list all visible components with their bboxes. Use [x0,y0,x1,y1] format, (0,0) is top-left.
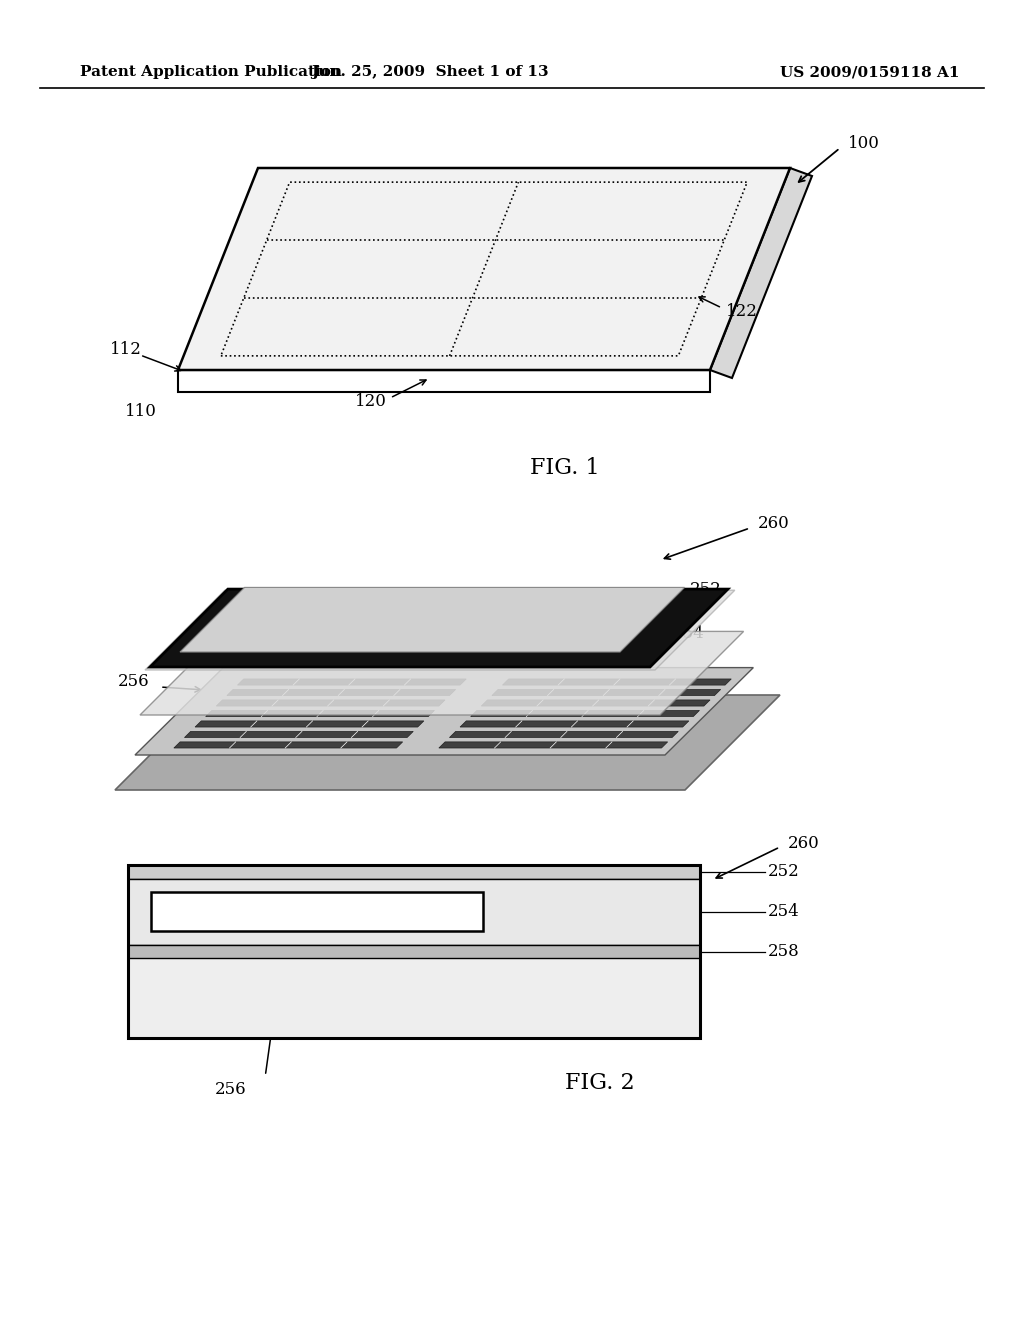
Text: 112: 112 [110,342,142,359]
Bar [128,865,700,1038]
Text: 252: 252 [690,582,722,598]
Polygon shape [710,168,812,378]
Polygon shape [471,710,699,717]
Text: 254: 254 [673,624,705,642]
Polygon shape [450,731,678,738]
Polygon shape [481,700,710,706]
Polygon shape [180,587,685,652]
Bar [128,865,700,1038]
Polygon shape [492,689,721,696]
Polygon shape [145,590,735,671]
Bar [151,892,482,932]
Text: 260: 260 [758,515,790,532]
Polygon shape [184,731,414,738]
Text: 252: 252 [768,863,800,880]
Polygon shape [238,678,466,685]
Polygon shape [503,678,731,685]
Text: 122: 122 [726,304,758,321]
Text: 258: 258 [768,942,800,960]
Polygon shape [206,710,434,717]
Text: 254: 254 [768,903,800,920]
Text: 100: 100 [848,135,880,152]
Text: 258: 258 [653,734,685,751]
Text: 260: 260 [788,834,820,851]
Bar [128,865,700,879]
Polygon shape [150,589,728,667]
Polygon shape [227,689,456,696]
Polygon shape [216,700,445,706]
Polygon shape [178,370,710,392]
Polygon shape [460,721,689,727]
Polygon shape [140,631,743,715]
Text: 120: 120 [355,393,387,411]
Polygon shape [135,668,754,755]
Text: Jun. 25, 2009  Sheet 1 of 13: Jun. 25, 2009 Sheet 1 of 13 [311,65,549,79]
Text: 110: 110 [125,404,157,421]
Polygon shape [178,168,790,370]
Text: US 2009/0159118 A1: US 2009/0159118 A1 [780,65,959,79]
Polygon shape [196,721,424,727]
Polygon shape [115,696,780,789]
Bar [128,879,700,945]
Polygon shape [439,742,668,748]
Polygon shape [174,742,402,748]
Text: 256: 256 [215,1081,247,1098]
Text: FIG. 2: FIG. 2 [565,1072,635,1094]
Text: 256: 256 [118,673,150,690]
Text: FIG. 1: FIG. 1 [530,457,600,479]
Bar [128,945,700,958]
Text: Patent Application Publication: Patent Application Publication [80,65,342,79]
